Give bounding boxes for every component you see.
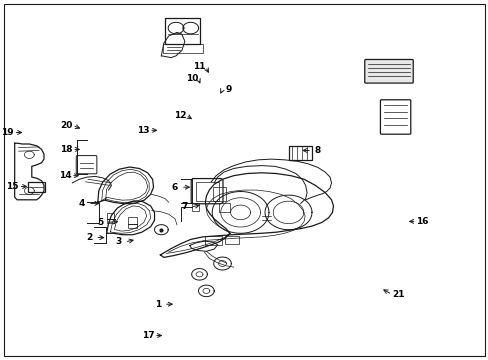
Text: 20: 20 xyxy=(60,121,72,130)
Text: 17: 17 xyxy=(142,331,154,340)
Text: 16: 16 xyxy=(415,217,428,226)
Text: 5: 5 xyxy=(97,218,103,227)
Bar xyxy=(224,236,238,244)
Bar xyxy=(205,236,222,245)
Text: 21: 21 xyxy=(391,290,404,299)
Bar xyxy=(128,217,137,228)
Text: 9: 9 xyxy=(225,85,231,94)
Text: 10: 10 xyxy=(185,74,198,83)
Text: 1: 1 xyxy=(154,300,161,309)
Bar xyxy=(28,182,45,192)
Text: 2: 2 xyxy=(86,233,92,242)
Bar xyxy=(288,146,311,160)
FancyBboxPatch shape xyxy=(364,59,412,83)
Text: 6: 6 xyxy=(171,183,178,192)
Bar xyxy=(219,203,229,212)
Bar xyxy=(195,182,219,201)
Bar xyxy=(191,203,199,211)
Text: 19: 19 xyxy=(1,128,14,137)
Bar xyxy=(106,213,114,223)
Text: 3: 3 xyxy=(115,238,122,247)
Text: 12: 12 xyxy=(173,111,186,120)
Text: 13: 13 xyxy=(137,126,149,135)
Text: 7: 7 xyxy=(181,202,187,211)
Text: 4: 4 xyxy=(79,199,85,208)
Bar xyxy=(212,187,226,201)
Text: 11: 11 xyxy=(193,62,205,71)
Bar xyxy=(165,18,200,44)
Text: 14: 14 xyxy=(59,171,71,180)
Text: 18: 18 xyxy=(60,145,73,154)
Text: 8: 8 xyxy=(314,146,321,155)
Text: 15: 15 xyxy=(6,182,19,191)
Bar xyxy=(163,44,203,53)
